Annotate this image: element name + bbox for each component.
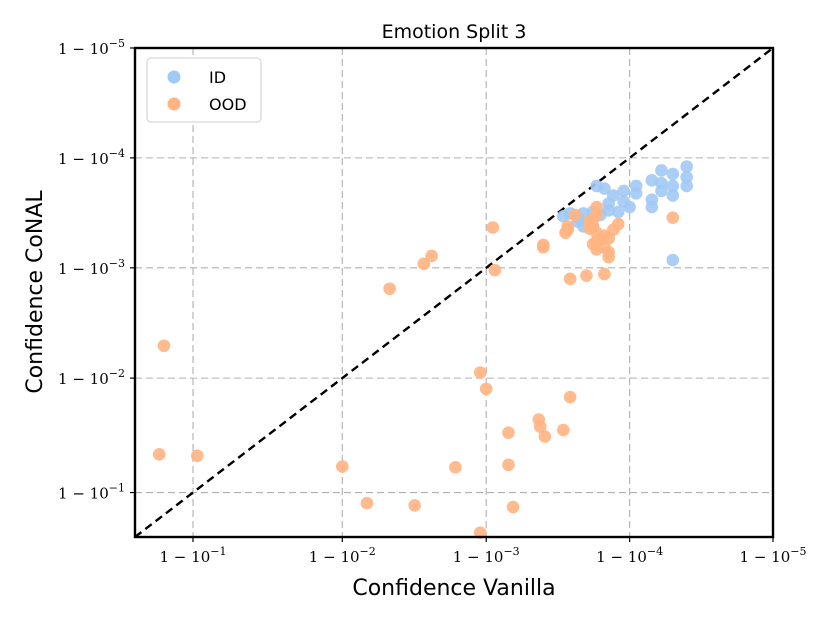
point-ood-24 <box>598 267 611 281</box>
y-tick-label-2: 1 − 10−3 <box>58 257 125 278</box>
series-ood <box>152 200 680 540</box>
point-ood-36 <box>538 430 552 443</box>
point-ood-30 <box>488 263 502 277</box>
y-axis-ticks: 1 − 10−1 1 − 10−2 1 − 10−3 1 − 10−4 1 − 10−5 <box>58 37 135 503</box>
point-id-13 <box>629 186 643 200</box>
x-tick-label-3: 1 − 10−4 <box>596 545 663 566</box>
point-ood-42 <box>408 499 421 512</box>
point-id-32 <box>666 253 680 267</box>
point-id-6 <box>655 164 668 177</box>
x-axis-label: Confidence Vanilla <box>352 576 555 601</box>
point-ood-21 <box>590 243 603 256</box>
point-ood-47 <box>417 257 431 271</box>
point-id-2 <box>680 179 693 193</box>
point-id-21 <box>623 200 636 214</box>
point-ood-51 <box>157 339 171 353</box>
point-ood-45 <box>360 496 374 510</box>
point-id-14 <box>617 184 630 198</box>
x-tick-label-0: 1 − 10−1 <box>160 545 227 566</box>
point-ood-38 <box>502 458 515 472</box>
legend-marker-ood <box>167 97 181 111</box>
x-tick-label-1: 1 − 10−2 <box>309 545 376 566</box>
point-id-4 <box>666 179 680 193</box>
point-ood-46 <box>425 249 438 263</box>
x-tick-label-2: 1 − 10−3 <box>453 545 520 566</box>
point-id-11 <box>645 174 659 187</box>
point-ood-35 <box>557 423 570 437</box>
y-tick-label-1: 1 − 10−2 <box>58 367 125 388</box>
point-id-1 <box>680 170 693 184</box>
point-ood-40 <box>506 500 520 514</box>
point-ood-14 <box>568 208 582 222</box>
x-axis-ticks: 1 − 10−1 1 − 10−2 1 − 10−3 1 − 10−4 1 − 10−5 <box>160 537 807 566</box>
point-ood-44 <box>335 460 349 473</box>
legend-label-ood: OOD <box>209 95 247 114</box>
diagonal-reference-line <box>134 47 774 538</box>
y-tick-label-0: 1 − 10−1 <box>58 482 125 503</box>
point-id-10 <box>645 200 659 214</box>
point-ood-29 <box>486 221 500 234</box>
point-id-5 <box>666 189 680 202</box>
point-ood-28 <box>537 240 550 254</box>
series-id <box>557 160 693 267</box>
point-id-0 <box>680 160 693 173</box>
point-ood-13 <box>583 215 596 228</box>
point-ood-34 <box>532 413 546 426</box>
point-ood-26 <box>563 272 577 286</box>
plot-frame <box>133 46 775 539</box>
legend-label-id: ID <box>209 68 226 87</box>
data-points <box>152 160 693 540</box>
point-ood-37 <box>502 426 515 439</box>
point-ood-41 <box>449 461 462 474</box>
point-ood-49 <box>190 449 204 462</box>
point-ood-48 <box>383 282 396 296</box>
point-id-23 <box>590 179 603 193</box>
point-ood-31 <box>473 366 487 379</box>
diagonal-line <box>134 47 774 538</box>
point-ood-23 <box>602 250 615 264</box>
point-id-8 <box>655 184 668 198</box>
point-id-20 <box>611 205 625 219</box>
grid-lines <box>135 48 773 537</box>
y-tick-label-4: 1 − 10−5 <box>58 37 125 58</box>
y-tick-label-3: 1 − 10−4 <box>58 147 125 168</box>
legend: ID OOD <box>146 57 262 123</box>
point-ood-50 <box>152 448 166 461</box>
point-id-3 <box>666 167 680 181</box>
point-ood-17 <box>559 226 572 240</box>
y-axis-label: Confidence CoNAL <box>23 190 48 394</box>
x-tick-label-4: 1 − 10−5 <box>740 545 807 566</box>
point-ood-32 <box>563 390 577 404</box>
point-id-31 <box>557 209 570 223</box>
point-ood-25 <box>580 269 593 283</box>
legend-marker-id <box>167 70 181 84</box>
point-ood-43 <box>479 382 493 396</box>
point-ood-0 <box>666 211 680 224</box>
chart-title: Emotion Split 3 <box>382 21 527 43</box>
